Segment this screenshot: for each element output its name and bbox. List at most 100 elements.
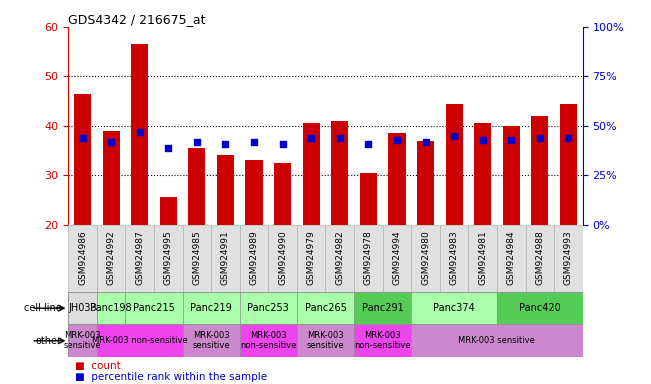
Text: Panc253: Panc253 xyxy=(247,303,289,313)
FancyBboxPatch shape xyxy=(354,324,411,357)
FancyBboxPatch shape xyxy=(411,292,497,324)
FancyBboxPatch shape xyxy=(411,225,440,292)
Point xyxy=(506,137,516,143)
FancyBboxPatch shape xyxy=(468,225,497,292)
Bar xyxy=(217,156,234,323)
Bar xyxy=(274,163,291,323)
FancyBboxPatch shape xyxy=(525,225,554,292)
Point xyxy=(191,139,202,145)
Text: MRK-003
non-sensitive: MRK-003 non-sensitive xyxy=(354,331,411,351)
Point xyxy=(563,134,574,141)
Bar xyxy=(188,148,206,323)
Point xyxy=(534,134,545,141)
Text: MRK-003
sensitive: MRK-003 sensitive xyxy=(64,331,102,351)
Text: GSM924980: GSM924980 xyxy=(421,230,430,285)
Text: GSM924988: GSM924988 xyxy=(535,230,544,285)
Bar xyxy=(103,131,120,323)
Text: Panc420: Panc420 xyxy=(519,303,561,313)
FancyBboxPatch shape xyxy=(240,292,297,324)
Bar xyxy=(245,161,262,323)
Point xyxy=(220,141,230,147)
Text: GSM924987: GSM924987 xyxy=(135,230,145,285)
Point xyxy=(306,134,316,141)
FancyBboxPatch shape xyxy=(297,324,354,357)
Bar xyxy=(389,133,406,323)
Text: GSM924984: GSM924984 xyxy=(506,230,516,285)
Point xyxy=(449,132,459,139)
Text: Panc265: Panc265 xyxy=(305,303,346,313)
Point xyxy=(163,144,174,151)
Bar xyxy=(74,94,91,323)
FancyBboxPatch shape xyxy=(68,225,97,292)
Text: Panc198: Panc198 xyxy=(90,303,132,313)
Bar xyxy=(331,121,348,323)
Bar xyxy=(132,44,148,323)
Text: GSM924983: GSM924983 xyxy=(450,230,458,285)
Text: GSM924993: GSM924993 xyxy=(564,230,573,285)
FancyBboxPatch shape xyxy=(554,225,583,292)
Text: ■  percentile rank within the sample: ■ percentile rank within the sample xyxy=(75,372,267,382)
Bar xyxy=(503,126,519,323)
Bar xyxy=(303,123,320,323)
Text: GSM924991: GSM924991 xyxy=(221,230,230,285)
Text: GSM924994: GSM924994 xyxy=(393,230,402,285)
FancyBboxPatch shape xyxy=(326,225,354,292)
Text: MRK-003 sensitive: MRK-003 sensitive xyxy=(458,336,535,345)
FancyBboxPatch shape xyxy=(183,324,240,357)
FancyBboxPatch shape xyxy=(154,225,183,292)
Point xyxy=(249,139,259,145)
Text: Panc219: Panc219 xyxy=(190,303,232,313)
Text: other: other xyxy=(36,336,62,346)
Point xyxy=(421,139,431,145)
Bar xyxy=(531,116,548,323)
Text: GSM924990: GSM924990 xyxy=(278,230,287,285)
FancyBboxPatch shape xyxy=(183,292,240,324)
FancyBboxPatch shape xyxy=(183,225,211,292)
Bar xyxy=(417,141,434,323)
FancyBboxPatch shape xyxy=(211,225,240,292)
Bar xyxy=(159,197,177,323)
Text: GSM924989: GSM924989 xyxy=(249,230,258,285)
Point xyxy=(335,134,345,141)
FancyBboxPatch shape xyxy=(97,292,126,324)
Text: GSM924985: GSM924985 xyxy=(193,230,201,285)
Text: GSM924992: GSM924992 xyxy=(107,230,116,285)
Text: GSM924981: GSM924981 xyxy=(478,230,487,285)
FancyBboxPatch shape xyxy=(497,292,583,324)
FancyBboxPatch shape xyxy=(240,225,268,292)
Text: MRK-003
sensitive: MRK-003 sensitive xyxy=(193,331,230,351)
FancyBboxPatch shape xyxy=(240,324,297,357)
Point xyxy=(392,137,402,143)
Text: MRK-003
non-sensitive: MRK-003 non-sensitive xyxy=(240,331,297,351)
Text: Panc215: Panc215 xyxy=(133,303,175,313)
Text: ■  count: ■ count xyxy=(75,361,120,371)
FancyBboxPatch shape xyxy=(126,225,154,292)
Text: MRK-003 non-sensitive: MRK-003 non-sensitive xyxy=(92,336,187,345)
Text: cell line: cell line xyxy=(24,303,62,313)
Text: JH033: JH033 xyxy=(68,303,97,313)
Text: MRK-003
sensitive: MRK-003 sensitive xyxy=(307,331,344,351)
Point xyxy=(106,139,117,145)
FancyBboxPatch shape xyxy=(97,225,126,292)
Text: GSM924978: GSM924978 xyxy=(364,230,373,285)
Text: GDS4342 / 216675_at: GDS4342 / 216675_at xyxy=(68,13,206,26)
FancyBboxPatch shape xyxy=(68,324,97,357)
FancyBboxPatch shape xyxy=(68,292,97,324)
Bar xyxy=(360,173,377,323)
Text: Panc291: Panc291 xyxy=(362,303,404,313)
FancyBboxPatch shape xyxy=(297,225,326,292)
FancyBboxPatch shape xyxy=(126,292,183,324)
Text: GSM924986: GSM924986 xyxy=(78,230,87,285)
FancyBboxPatch shape xyxy=(411,324,583,357)
Point xyxy=(135,129,145,135)
Bar xyxy=(560,104,577,323)
Bar xyxy=(445,104,463,323)
FancyBboxPatch shape xyxy=(297,292,354,324)
FancyBboxPatch shape xyxy=(268,225,297,292)
FancyBboxPatch shape xyxy=(354,225,383,292)
Point xyxy=(363,141,374,147)
Point xyxy=(277,141,288,147)
FancyBboxPatch shape xyxy=(497,225,525,292)
FancyBboxPatch shape xyxy=(383,225,411,292)
Text: GSM924982: GSM924982 xyxy=(335,230,344,285)
